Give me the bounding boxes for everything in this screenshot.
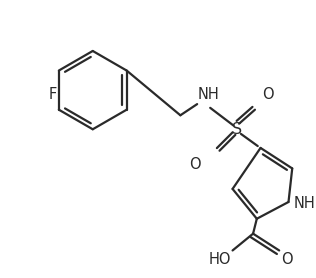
Text: F: F	[49, 87, 58, 102]
Text: NH: NH	[197, 87, 219, 102]
Text: O: O	[262, 87, 274, 102]
Text: O: O	[281, 252, 293, 267]
Text: O: O	[189, 157, 201, 172]
Text: HO: HO	[208, 252, 231, 267]
Text: NH: NH	[293, 196, 315, 211]
Text: S: S	[232, 122, 242, 137]
